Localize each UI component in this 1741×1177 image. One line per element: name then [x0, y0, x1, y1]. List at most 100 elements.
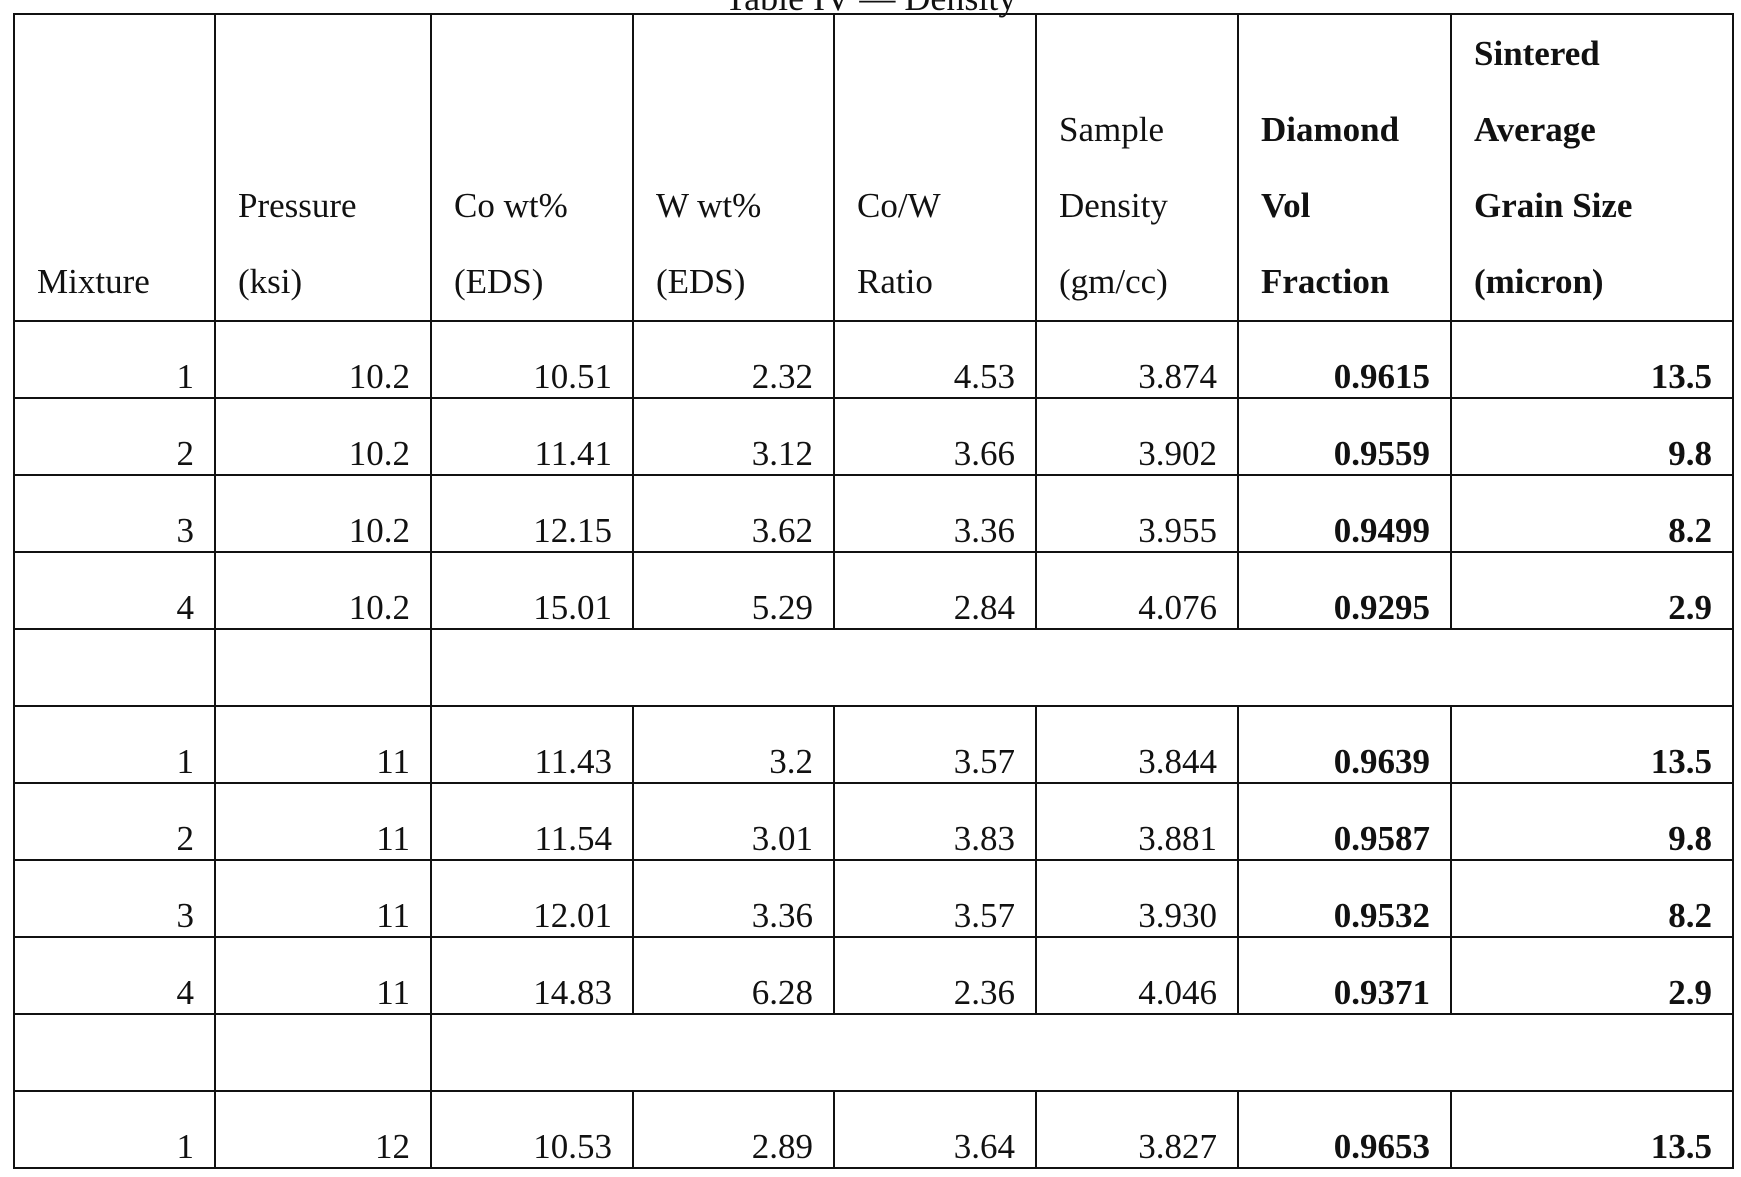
data-cell: 13.5 [1451, 321, 1733, 398]
empty-cell [431, 1014, 1733, 1091]
data-cell: 3.62 [633, 475, 834, 552]
header-row: MixturePressure(ksi)Co wt%(EDS)W wt%(EDS… [14, 14, 1733, 321]
header-cell: Mixture [14, 14, 215, 321]
data-cell: 3.930 [1036, 860, 1238, 937]
data-cell: 10.2 [215, 321, 431, 398]
data-cell: 3.881 [1036, 783, 1238, 860]
data-cell: 2.84 [834, 552, 1036, 629]
header-line: Diamond [1261, 92, 1430, 168]
header-line: Sample [1059, 92, 1217, 168]
header-line: Fraction [1261, 244, 1430, 320]
data-cell: 11 [215, 860, 431, 937]
data-cell: 3.874 [1036, 321, 1238, 398]
data-cell: 1 [14, 1091, 215, 1168]
data-cell: 0.9615 [1238, 321, 1451, 398]
data-cell: 3.827 [1036, 1091, 1238, 1168]
data-cell: 3.64 [834, 1091, 1036, 1168]
spacer-row [14, 1014, 1733, 1091]
header-cell: Pressure(ksi) [215, 14, 431, 321]
data-row: 410.215.015.292.844.0760.92952.9 [14, 552, 1733, 629]
header-line: Density [1059, 168, 1217, 244]
header-cell: SinteredAverageGrain Size(micron) [1451, 14, 1733, 321]
header-line: Ratio [857, 244, 1015, 320]
data-cell: 0.9653 [1238, 1091, 1451, 1168]
data-cell: 4 [14, 552, 215, 629]
data-cell: 4.046 [1036, 937, 1238, 1014]
data-cell: 0.9295 [1238, 552, 1451, 629]
data-row: 21111.543.013.833.8810.95879.8 [14, 783, 1733, 860]
data-row: 110.210.512.324.533.8740.961513.5 [14, 321, 1733, 398]
table-body: 110.210.512.324.533.8740.961513.5210.211… [14, 321, 1733, 1168]
data-cell: 1 [14, 321, 215, 398]
data-cell: 4.076 [1036, 552, 1238, 629]
empty-cell [14, 1014, 215, 1091]
data-cell: 13.5 [1451, 706, 1733, 783]
data-cell: 3.12 [633, 398, 834, 475]
data-cell: 2.89 [633, 1091, 834, 1168]
header-line: Pressure [238, 168, 410, 244]
data-cell: 4 [14, 937, 215, 1014]
empty-cell [215, 1014, 431, 1091]
data-cell: 2.9 [1451, 937, 1733, 1014]
data-cell: 0.9499 [1238, 475, 1451, 552]
empty-cell [431, 629, 1733, 706]
data-cell: 0.9587 [1238, 783, 1451, 860]
data-cell: 8.2 [1451, 475, 1733, 552]
data-cell: 2 [14, 398, 215, 475]
data-cell: 10.53 [431, 1091, 633, 1168]
header-cell: DiamondVolFraction [1238, 14, 1451, 321]
header-line: (ksi) [238, 244, 410, 320]
empty-cell [14, 629, 215, 706]
data-row: 210.211.413.123.663.9020.95599.8 [14, 398, 1733, 475]
data-row: 11210.532.893.643.8270.965313.5 [14, 1091, 1733, 1168]
header-line: (gm/cc) [1059, 244, 1217, 320]
spacer-row [14, 629, 1733, 706]
empty-cell [215, 629, 431, 706]
header-line: Mixture [37, 244, 194, 320]
data-cell: 3.83 [834, 783, 1036, 860]
data-cell: 6.28 [633, 937, 834, 1014]
density-table: MixturePressure(ksi)Co wt%(EDS)W wt%(EDS… [13, 13, 1734, 1169]
data-cell: 10.51 [431, 321, 633, 398]
data-cell: 3.57 [834, 706, 1036, 783]
data-cell: 11 [215, 706, 431, 783]
data-cell: 3 [14, 475, 215, 552]
header-line: Co wt% [454, 168, 612, 244]
data-cell: 5.29 [633, 552, 834, 629]
header-cell: Co/WRatio [834, 14, 1036, 321]
data-cell: 11.43 [431, 706, 633, 783]
data-cell: 14.83 [431, 937, 633, 1014]
header-line: (EDS) [454, 244, 612, 320]
data-cell: 2.9 [1451, 552, 1733, 629]
data-cell: 3.66 [834, 398, 1036, 475]
data-cell: 3.36 [633, 860, 834, 937]
data-cell: 3.2 [633, 706, 834, 783]
header-line: (micron) [1474, 244, 1712, 320]
data-cell: 3.57 [834, 860, 1036, 937]
data-cell: 12.01 [431, 860, 633, 937]
data-cell: 10.2 [215, 552, 431, 629]
header-line: Grain Size [1474, 168, 1712, 244]
data-cell: 3.955 [1036, 475, 1238, 552]
data-cell: 3.902 [1036, 398, 1238, 475]
data-row: 41114.836.282.364.0460.93712.9 [14, 937, 1733, 1014]
data-cell: 11 [215, 783, 431, 860]
data-cell: 0.9559 [1238, 398, 1451, 475]
data-cell: 3.01 [633, 783, 834, 860]
data-cell: 2.36 [834, 937, 1036, 1014]
header-line: (EDS) [656, 244, 813, 320]
data-cell: 8.2 [1451, 860, 1733, 937]
header-cell: Co wt%(EDS) [431, 14, 633, 321]
data-cell: 4.53 [834, 321, 1036, 398]
header-cell: W wt%(EDS) [633, 14, 834, 321]
header-cell: SampleDensity(gm/cc) [1036, 14, 1238, 321]
data-cell: 2 [14, 783, 215, 860]
data-cell: 12.15 [431, 475, 633, 552]
data-cell: 2.32 [633, 321, 834, 398]
header-line: Co/W [857, 168, 1015, 244]
data-cell: 0.9532 [1238, 860, 1451, 937]
data-cell: 9.8 [1451, 783, 1733, 860]
header-line: Average [1474, 92, 1712, 168]
data-cell: 11 [215, 937, 431, 1014]
